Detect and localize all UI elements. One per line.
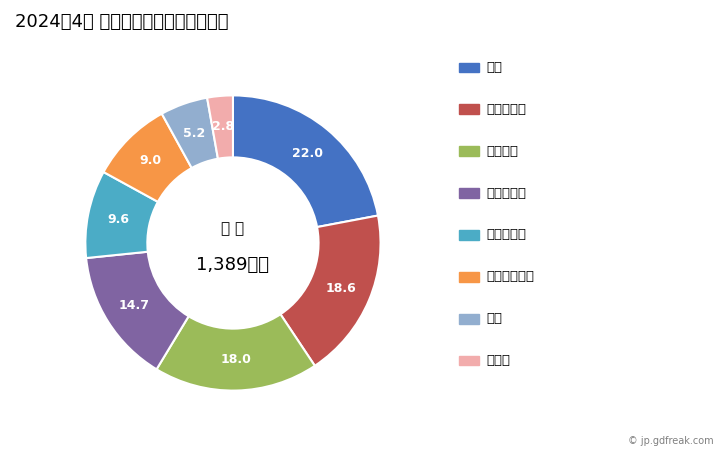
- Text: 米国: 米国: [486, 61, 502, 74]
- Text: 22.0: 22.0: [292, 147, 323, 160]
- Text: 1,389万円: 1,389万円: [197, 256, 269, 274]
- Text: 18.6: 18.6: [325, 282, 356, 295]
- Wedge shape: [207, 95, 233, 159]
- Text: 18.0: 18.0: [220, 353, 251, 366]
- Wedge shape: [162, 98, 218, 168]
- Text: その他: その他: [486, 354, 510, 367]
- Text: 総 額: 総 額: [221, 221, 245, 236]
- Text: フィリピン: フィリピン: [486, 103, 526, 116]
- Wedge shape: [233, 95, 378, 227]
- Text: クウェート: クウェート: [486, 187, 526, 199]
- Text: © jp.gdfreak.com: © jp.gdfreak.com: [628, 436, 713, 446]
- Text: 台湾: 台湾: [486, 312, 502, 325]
- Text: ニカラグア: ニカラグア: [486, 229, 526, 241]
- Text: オランダ: オランダ: [486, 145, 518, 158]
- Wedge shape: [280, 216, 381, 366]
- Text: インドネシア: インドネシア: [486, 270, 534, 283]
- Wedge shape: [85, 172, 158, 258]
- Wedge shape: [86, 252, 189, 369]
- Wedge shape: [157, 314, 314, 391]
- Wedge shape: [103, 114, 191, 202]
- Text: 14.7: 14.7: [119, 299, 150, 312]
- Text: 2024年4月 輸出相手国のシェア（％）: 2024年4月 輸出相手国のシェア（％）: [15, 14, 228, 32]
- Text: 9.0: 9.0: [139, 154, 162, 167]
- Text: 9.6: 9.6: [108, 213, 130, 226]
- Text: 5.2: 5.2: [183, 126, 205, 140]
- Text: 2.8: 2.8: [212, 120, 234, 133]
